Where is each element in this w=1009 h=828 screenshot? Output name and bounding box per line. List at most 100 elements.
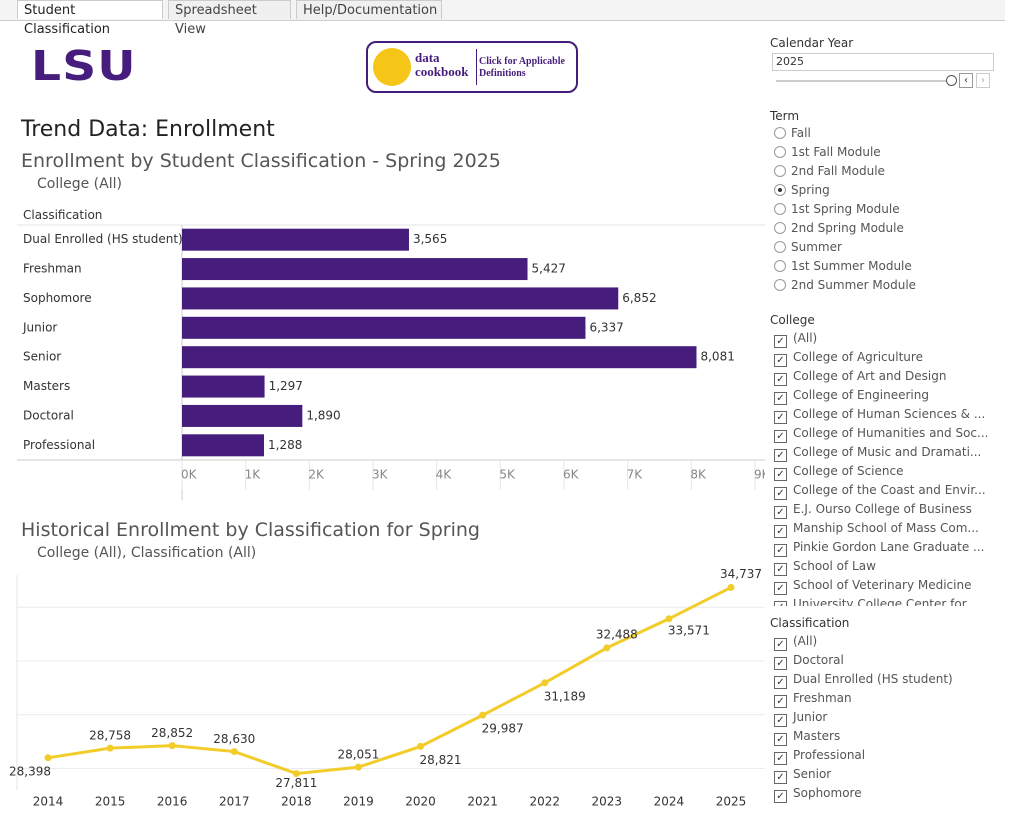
checkbox[interactable]: ✓ xyxy=(774,752,787,765)
x-tick-label: 1K xyxy=(245,468,262,482)
radio-button[interactable] xyxy=(774,146,786,158)
checkbox[interactable]: ✓ xyxy=(774,601,787,606)
checkbox-option[interactable]: ✓ College of Art and Design xyxy=(774,367,946,386)
checkbox-option[interactable]: ✓ Junior xyxy=(774,708,827,727)
radio-button[interactable] xyxy=(774,222,786,234)
checkbox[interactable]: ✓ xyxy=(774,733,787,746)
checkbox-option[interactable]: ✓ College of Humanities and Soc... xyxy=(774,424,988,443)
next-button[interactable]: › xyxy=(976,73,990,88)
checkbox-option[interactable]: ✓ Dual Enrolled (HS student) xyxy=(774,670,953,689)
bar xyxy=(182,316,586,339)
checkbox[interactable]: ✓ xyxy=(774,563,787,576)
radio-option[interactable]: 2nd Spring Module xyxy=(774,219,904,238)
radio-button[interactable] xyxy=(774,279,786,291)
checkbox-option[interactable]: ✓ College of Science xyxy=(774,462,903,481)
radio-option[interactable]: 1st Spring Module xyxy=(774,200,900,219)
checkbox-option[interactable]: ✓ Manship School of Mass Com... xyxy=(774,519,979,538)
checkbox-option[interactable]: ✓ School of Veterinary Medicine xyxy=(774,576,971,595)
x-tick-label: 2022 xyxy=(529,795,560,809)
year-slider[interactable] xyxy=(776,80,948,82)
checkbox[interactable]: ✓ xyxy=(774,525,787,538)
radio-button[interactable] xyxy=(774,203,786,215)
x-tick-label: 6K xyxy=(563,468,580,482)
checkbox-option[interactable]: ✓ Senior xyxy=(774,765,831,784)
checkbox-option[interactable]: ✓ College of Music and Dramati... xyxy=(774,443,981,462)
checkbox-option[interactable]: ✓ College of Engineering xyxy=(774,386,929,405)
checkbox-option[interactable]: ✓ College of Agriculture xyxy=(774,348,923,367)
checkbox[interactable]: ✓ xyxy=(774,373,787,386)
checkbox[interactable]: ✓ xyxy=(774,695,787,708)
radio-button[interactable] xyxy=(774,165,786,177)
value-label: 31,189 xyxy=(544,689,586,703)
radio-option[interactable]: Spring xyxy=(774,181,830,200)
checkbox-option[interactable]: ✓ College of Human Sciences & ... xyxy=(774,405,985,424)
checkbox[interactable]: ✓ xyxy=(774,638,787,651)
radio-button[interactable] xyxy=(774,260,786,272)
radio-button[interactable] xyxy=(774,184,786,196)
checkbox[interactable]: ✓ xyxy=(774,392,787,405)
point xyxy=(603,644,611,652)
radio-option[interactable]: 1st Summer Module xyxy=(774,257,912,276)
radio-option[interactable]: 2nd Summer Module xyxy=(774,276,916,295)
option-label: University College Center for xyxy=(793,597,967,606)
checkbox-option[interactable]: ✓ Masters xyxy=(774,727,840,746)
checkbox[interactable]: ✓ xyxy=(774,544,787,557)
checkbox-option[interactable]: ✓ Professional xyxy=(774,746,865,765)
checkbox[interactable]: ✓ xyxy=(774,506,787,519)
checkbox[interactable]: ✓ xyxy=(774,411,787,424)
tab[interactable]: Help/Documentation xyxy=(296,0,442,19)
checkbox[interactable]: ✓ xyxy=(774,487,787,500)
checkbox-option[interactable]: ✓ Doctoral xyxy=(774,651,844,670)
x-tick-label: 2015 xyxy=(95,795,126,809)
slider-handle[interactable] xyxy=(946,75,957,86)
option-label: Manship School of Mass Com... xyxy=(793,521,979,535)
cookbook-text: data xyxy=(415,50,440,65)
divider xyxy=(476,49,477,85)
value-label: 6,852 xyxy=(622,291,656,305)
x-tick-label: 2K xyxy=(308,468,325,482)
checkbox-option[interactable]: ✓ Sophomore xyxy=(774,784,862,803)
value-label: 1,890 xyxy=(306,408,340,422)
checkbox-option[interactable]: ✓ (All) xyxy=(774,632,817,651)
cookbook-text: Definitions xyxy=(479,68,526,79)
checkbox[interactable]: ✓ xyxy=(774,714,787,727)
checkbox[interactable]: ✓ xyxy=(774,676,787,689)
cookbook-label: data cookbook xyxy=(415,51,468,79)
checkbox-option[interactable]: ✓ University College Center for xyxy=(774,595,967,606)
filter-label: Classification xyxy=(770,616,850,630)
checkbox[interactable]: ✓ xyxy=(774,790,787,803)
checkbox[interactable]: ✓ xyxy=(774,354,787,367)
checkbox[interactable]: ✓ xyxy=(774,657,787,670)
prev-button[interactable]: ‹ xyxy=(959,73,973,88)
radio-option[interactable]: 2nd Fall Module xyxy=(774,162,885,181)
tab[interactable]: Spreadsheet View xyxy=(168,0,291,37)
radio-option[interactable]: Fall xyxy=(774,124,811,143)
cookbook-text: Click for Applicable xyxy=(479,56,565,67)
point xyxy=(541,679,549,687)
point xyxy=(168,742,176,750)
filter-label: Calendar Year xyxy=(770,36,854,50)
tab[interactable]: Student Classification xyxy=(17,0,163,37)
checkbox-option[interactable]: ✓ (All) xyxy=(774,329,817,348)
point xyxy=(417,742,425,750)
radio-button[interactable] xyxy=(774,241,786,253)
option-label: College of Human Sciences & ... xyxy=(793,407,986,421)
checkbox-option[interactable]: ✓ Pinkie Gordon Lane Graduate ... xyxy=(774,538,984,557)
radio-option[interactable]: 1st Fall Module xyxy=(774,143,881,162)
checkbox-option[interactable]: ✓ E.J. Ourso College of Business xyxy=(774,500,972,519)
checkbox-option[interactable]: ✓ School of Law xyxy=(774,557,876,576)
checkbox[interactable]: ✓ xyxy=(774,468,787,481)
radio-option[interactable]: Summer xyxy=(774,238,842,257)
year-input[interactable]: 2025 xyxy=(772,53,994,71)
cookbook-button[interactable]: data cookbook Click for Applicable Definit… xyxy=(366,41,578,93)
checkbox[interactable]: ✓ xyxy=(774,449,787,462)
checkbox[interactable]: ✓ xyxy=(774,582,787,595)
radio-button[interactable] xyxy=(774,127,786,139)
checkbox[interactable]: ✓ xyxy=(774,771,787,784)
point xyxy=(665,615,673,623)
checkbox-option[interactable]: ✓ College of the Coast and Envir... xyxy=(774,481,986,500)
checkbox[interactable]: ✓ xyxy=(774,430,787,443)
checkbox[interactable]: ✓ xyxy=(774,335,787,348)
checkbox-option[interactable]: ✓ Freshman xyxy=(774,689,852,708)
value-label: 28,051 xyxy=(337,748,379,762)
